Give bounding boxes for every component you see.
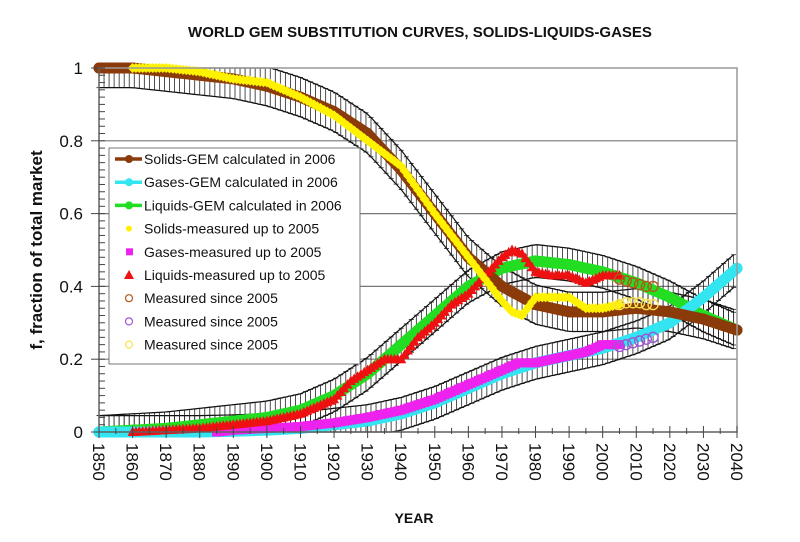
data-point [620,297,632,309]
legend: Solids-GEM calculated in 2006 Gases-GEM c… [108,147,361,365]
legend-swatch-marker [125,201,133,210]
legend-label: Measured since 2005 [144,290,278,306]
x-tick-label: 1860 [123,443,142,481]
data-point [627,277,639,289]
legend-item: Liquids-measured up to 2005 [124,267,326,283]
chart-title: WORLD GEM SUBSTITUTION CURVES, SOLIDS-LI… [188,24,652,41]
legend-item: Measured since 2005 [124,313,278,329]
x-axis-label: YEAR [395,510,434,526]
legend-swatch-marker [124,294,134,303]
legend-item: Gases-GEM calculated in 2006 [115,174,338,190]
legend-item: Solids-GEM calculated in 2006 [115,151,336,167]
legend-label: Measured since 2005 [144,313,278,329]
data-point [630,302,642,314]
legend-label: Liquids-GEM calculated in 2006 [144,197,342,213]
data-point [633,335,646,347]
x-tick-label: 1940 [391,443,410,481]
data-point [664,306,676,318]
data-point [627,337,639,349]
legend-item: Gases-measured up to 2005 [126,244,322,260]
y-tick-label: 0 [74,423,83,442]
x-tick-label: 2020 [660,443,679,481]
x-tick-label: 1880 [190,443,209,481]
data-point [395,339,407,351]
data-point [614,340,624,350]
data-point [496,262,508,274]
series-7 [613,331,659,353]
legend-item: Solids-measured up to 2005 [126,221,319,237]
error-band-upper [98,244,734,417]
y-tick-label: 0.2 [59,350,83,369]
data-point [640,280,653,293]
series-8 [613,297,659,311]
data-point [563,259,575,271]
series-layer [93,62,743,438]
legend-swatch-marker [124,317,134,326]
x-tick-label: 1980 [526,443,545,481]
legend-label: Measured since 2005 [144,337,278,353]
y-tick-label: 0.6 [59,205,83,224]
x-tick-label: 1990 [559,443,578,481]
x-tick-label: 1960 [458,443,477,481]
x-tick-label: 1970 [492,443,511,481]
data-point [627,297,639,309]
legend-box [108,147,361,365]
x-tick-label: 1850 [89,443,108,481]
legend-label: Gases-GEM calculated in 2006 [144,174,338,190]
data-point [620,275,632,287]
x-tick-label: 1910 [290,443,309,481]
legend-label: Solids-measured up to 2005 [144,221,319,237]
legend-swatch-marker [124,270,134,279]
data-point [496,280,508,292]
legend-label: Solids-GEM calculated in 2006 [144,151,336,167]
legend-swatch-marker [125,155,133,163]
data-point [563,306,575,318]
series-6 [613,273,659,293]
legend-label: Gases-measured up to 2005 [144,244,322,260]
data-point [647,280,659,293]
data-point [613,273,626,285]
data-point [647,298,659,311]
data-point [640,333,653,345]
data-point [664,317,676,329]
x-axis: 1850 1860 1870 1880 1890 1900 1910 1920 1930 1940… [89,426,746,481]
data-point [647,331,659,344]
data-point [664,291,676,303]
x-tick-label: 2040 [727,443,746,481]
x-tick-label: 1950 [425,443,444,481]
legend-label: Liquids-measured up to 2005 [144,267,326,283]
legend-swatch-marker [124,340,134,349]
x-tick-label: 1890 [223,443,242,481]
data-point [633,297,646,309]
y-axis-label: f, fraction of total market [27,150,46,350]
data-point [613,340,626,353]
legend-swatch-marker [126,248,133,256]
y-tick-label: 0.8 [59,132,83,151]
data-point [613,298,626,311]
y-tick-label: 0.4 [59,277,83,296]
x-tick-label: 2030 [693,443,712,481]
legend-item: Measured since 2005 [124,337,278,353]
x-tick-label: 1920 [324,443,343,481]
x-tick-label: 1870 [156,443,175,481]
x-tick-label: 2010 [626,443,645,481]
data-point [620,338,632,351]
legend-item: Liquids-GEM calculated in 2006 [115,197,342,213]
y-tick-label: 1 [74,59,83,78]
y-axis: 0 0.2 0.4 0.6 0.8 1 [59,59,105,442]
legend-swatch-marker [125,178,133,187]
data-point [697,313,709,325]
legend-item: Measured since 2005 [124,290,278,306]
data-point [614,299,625,310]
data-point [640,298,653,311]
data-point [697,291,709,303]
x-tick-label: 1900 [257,443,276,481]
legend-swatch-marker [126,225,132,232]
data-point [633,278,646,291]
x-tick-label: 1930 [358,443,377,481]
x-tick-label: 2000 [593,443,612,481]
